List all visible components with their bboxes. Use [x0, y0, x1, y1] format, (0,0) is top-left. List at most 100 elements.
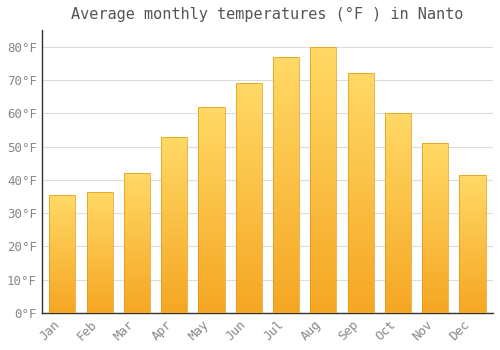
Bar: [348, 121, 374, 124]
Bar: [385, 113, 411, 115]
Bar: [86, 211, 113, 212]
Bar: [385, 285, 411, 287]
Bar: [50, 296, 76, 298]
Bar: [273, 136, 299, 139]
Bar: [385, 255, 411, 257]
Bar: [236, 180, 262, 182]
Bar: [273, 70, 299, 72]
Bar: [310, 97, 336, 100]
Bar: [310, 308, 336, 310]
Bar: [273, 205, 299, 208]
Bar: [86, 193, 113, 194]
Bar: [385, 297, 411, 299]
Bar: [385, 207, 411, 209]
Bar: [273, 123, 299, 126]
Bar: [310, 254, 336, 257]
Bar: [385, 287, 411, 289]
Bar: [385, 179, 411, 181]
Bar: [348, 181, 374, 184]
Bar: [50, 221, 76, 222]
Bar: [422, 264, 448, 266]
Bar: [385, 275, 411, 277]
Bar: [124, 218, 150, 219]
Bar: [124, 256, 150, 257]
Bar: [460, 281, 485, 283]
Bar: [460, 200, 485, 201]
Bar: [50, 290, 76, 292]
Bar: [198, 199, 224, 202]
Bar: [198, 142, 224, 144]
Bar: [161, 186, 187, 188]
Bar: [86, 239, 113, 240]
Bar: [273, 190, 299, 192]
Bar: [348, 80, 374, 83]
Bar: [460, 299, 485, 301]
Bar: [310, 276, 336, 279]
Bar: [422, 248, 448, 250]
Bar: [273, 88, 299, 90]
Bar: [124, 239, 150, 240]
Bar: [50, 249, 76, 251]
Bar: [385, 147, 411, 149]
Bar: [422, 244, 448, 245]
Bar: [460, 220, 485, 222]
Bar: [273, 241, 299, 244]
Bar: [236, 230, 262, 233]
Bar: [124, 299, 150, 301]
Bar: [198, 274, 224, 276]
Bar: [385, 303, 411, 305]
Bar: [273, 118, 299, 121]
Bar: [86, 286, 113, 288]
Bar: [198, 214, 224, 216]
Bar: [161, 241, 187, 243]
Bar: [236, 125, 262, 127]
Bar: [124, 205, 150, 207]
Bar: [422, 282, 448, 284]
Bar: [460, 228, 485, 229]
Bar: [460, 309, 485, 310]
Bar: [124, 295, 150, 296]
Bar: [310, 52, 336, 55]
Bar: [86, 251, 113, 252]
Bar: [86, 229, 113, 230]
Bar: [273, 262, 299, 264]
Bar: [50, 285, 76, 286]
Bar: [310, 153, 336, 156]
Bar: [273, 203, 299, 205]
Bar: [310, 60, 336, 63]
Bar: [310, 284, 336, 286]
Bar: [385, 311, 411, 313]
Bar: [198, 158, 224, 160]
Bar: [198, 107, 224, 109]
Bar: [198, 280, 224, 282]
Bar: [422, 293, 448, 294]
Bar: [86, 285, 113, 286]
Bar: [422, 279, 448, 281]
Bar: [198, 169, 224, 171]
Bar: [273, 244, 299, 246]
Bar: [460, 218, 485, 219]
Bar: [310, 292, 336, 294]
Bar: [50, 312, 76, 313]
Bar: [348, 265, 374, 267]
Bar: [124, 312, 150, 313]
Bar: [422, 226, 448, 228]
Bar: [50, 196, 76, 197]
Bar: [86, 283, 113, 284]
Bar: [86, 311, 113, 312]
Bar: [86, 221, 113, 222]
Bar: [422, 240, 448, 242]
Bar: [198, 210, 224, 212]
Bar: [124, 264, 150, 266]
Bar: [385, 191, 411, 193]
Bar: [385, 253, 411, 255]
Bar: [124, 263, 150, 264]
Bar: [348, 179, 374, 181]
Bar: [236, 145, 262, 148]
Bar: [385, 181, 411, 183]
Bar: [124, 183, 150, 184]
Bar: [310, 116, 336, 119]
Bar: [273, 111, 299, 113]
Bar: [310, 180, 336, 183]
Bar: [385, 153, 411, 155]
